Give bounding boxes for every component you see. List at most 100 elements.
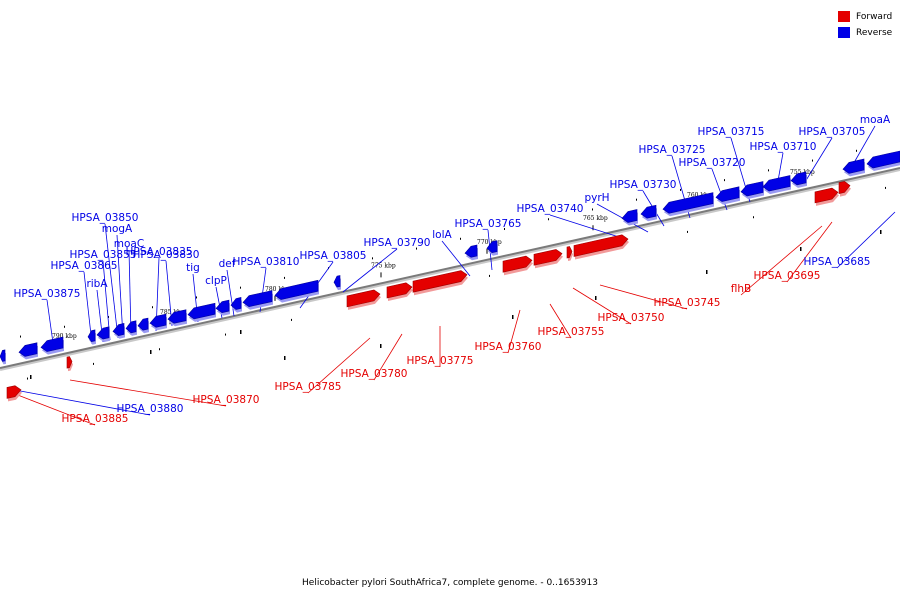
reverse-gene-label[interactable]: def — [219, 258, 236, 270]
reverse-gene-feature[interactable] — [230, 297, 242, 313]
forward-gene-label-leader — [599, 284, 688, 310]
reverse-gene-label[interactable]: HPSA_03830 — [133, 249, 200, 261]
reverse-gene-feature[interactable] — [640, 204, 657, 222]
reverse-gene-feature[interactable] — [486, 240, 498, 256]
track-dot — [460, 237, 461, 240]
reverse-gene-feature[interactable] — [790, 171, 807, 188]
track-dot — [680, 188, 681, 191]
reverse-gene-label[interactable]: tig — [186, 262, 200, 274]
forward-gene-feature[interactable] — [533, 249, 563, 269]
forward-gene-label[interactable]: HPSA_03870 — [193, 394, 260, 406]
reverse-gene-feature[interactable] — [40, 336, 64, 355]
forward-gene-label[interactable]: HPSA_03885 — [62, 413, 129, 425]
reverse-gene-label[interactable]: HPSA_03805 — [300, 250, 367, 262]
reverse-gene-feature[interactable] — [96, 326, 110, 343]
track-tick — [284, 356, 286, 360]
forward-gene-label[interactable]: HPSA_03750 — [598, 312, 665, 324]
reverse-gene-label[interactable]: HPSA_03685 — [804, 256, 871, 268]
reverse-gene-feature[interactable] — [842, 158, 865, 177]
gene-body — [215, 299, 230, 314]
reverse-gene-label[interactable]: HPSA_03705 — [799, 126, 866, 138]
track-tick — [240, 330, 242, 334]
reverse-gene-feature[interactable] — [125, 320, 137, 336]
reverse-gene-label[interactable]: mogA — [102, 223, 133, 235]
reverse-gene-label[interactable]: HPSA_03790 — [364, 237, 431, 249]
reverse-gene-label[interactable]: clpP — [205, 275, 227, 287]
reverse-gene-label[interactable]: HPSA_03835 — [126, 246, 193, 258]
reverse-gene-feature[interactable] — [0, 349, 6, 365]
forward-gene-label[interactable]: HPSA_03775 — [407, 355, 474, 367]
gene-features — [0, 150, 900, 402]
reverse-gene-label[interactable]: HPSA_03725 — [639, 144, 706, 156]
reverse-gene-feature[interactable] — [112, 323, 125, 339]
forward-gene-label-leader — [307, 337, 371, 394]
reverse-gene-feature[interactable] — [18, 342, 38, 360]
reverse-gene-label[interactable]: HPSA_03765 — [455, 218, 522, 230]
reverse-gene-label[interactable]: HPSA_03880 — [117, 403, 184, 415]
track-dot — [152, 306, 153, 309]
reverse-gene-label[interactable]: HPSA_03810 — [233, 256, 300, 268]
forward-gene-label[interactable]: flhB — [731, 283, 751, 295]
forward-gene-feature[interactable] — [566, 246, 573, 262]
forward-gene-label[interactable]: HPSA_03780 — [341, 368, 408, 380]
reverse-gene-feature[interactable] — [866, 150, 900, 171]
forward-swatch — [838, 11, 850, 22]
track-dot — [856, 149, 857, 152]
reverse-gene-label[interactable]: moaA — [860, 114, 891, 126]
reverse-gene-label[interactable]: HPSA_03855 — [70, 249, 137, 261]
legend-reverse[interactable]: Reverse — [838, 25, 892, 40]
forward-gene-feature[interactable] — [6, 385, 22, 402]
track-dot — [592, 208, 593, 211]
forward-gene-label[interactable]: HPSA_03755 — [538, 326, 605, 338]
forward-gene-label[interactable]: HPSA_03745 — [654, 297, 721, 309]
track-tick — [380, 344, 382, 348]
reverse-gene-label-leader — [104, 223, 119, 339]
reverse-gene-feature[interactable] — [464, 244, 478, 261]
forward-gene-label-leader — [572, 287, 632, 325]
track-dot — [284, 276, 285, 279]
reverse-gene-feature[interactable] — [87, 329, 96, 345]
reverse-gene-label[interactable]: HPSA_03740 — [517, 203, 584, 215]
reverse-gene-label[interactable]: ribA — [86, 278, 108, 290]
reverse-gene-feature[interactable] — [621, 209, 638, 226]
reverse-gene-label[interactable]: moaC — [114, 238, 144, 250]
forward-gene-feature[interactable] — [838, 181, 851, 197]
reverse-gene-label[interactable]: HPSA_03720 — [679, 157, 746, 169]
gene-body — [486, 240, 498, 254]
track-tick — [880, 230, 882, 234]
forward-gene-feature[interactable] — [573, 234, 629, 260]
forward-gene-feature[interactable] — [66, 356, 73, 372]
track-dot — [548, 218, 549, 221]
reverse-gene-feature[interactable] — [662, 192, 714, 217]
reverse-gene-feature[interactable] — [215, 299, 230, 316]
reverse-gene-label[interactable]: HPSA_03850 — [72, 212, 139, 224]
reverse-gene-label[interactable]: HPSA_03710 — [750, 141, 817, 153]
gene-body — [790, 171, 807, 186]
forward-gene-feature[interactable] — [346, 289, 381, 310]
reverse-gene-label[interactable]: pyrH — [584, 192, 609, 204]
forward-gene-label[interactable]: HPSA_03760 — [475, 341, 542, 353]
reverse-gene-label[interactable]: lolA — [432, 229, 452, 241]
reverse-gene-feature[interactable] — [149, 313, 167, 331]
forward-gene-feature[interactable] — [386, 282, 413, 301]
forward-gene-feature[interactable] — [814, 187, 839, 206]
reverse-gene-feature[interactable] — [242, 290, 273, 310]
gene-body — [662, 192, 714, 214]
forward-gene-feature[interactable] — [502, 255, 533, 276]
reverse-gene-feature[interactable] — [715, 186, 740, 205]
reverse-gene-label[interactable]: HPSA_03865 — [51, 260, 118, 272]
reverse-gene-feature[interactable] — [167, 309, 187, 327]
forward-gene-label-leader — [549, 303, 572, 339]
reverse-gene-feature[interactable] — [762, 175, 791, 195]
reverse-gene-label[interactable]: HPSA_03715 — [698, 126, 765, 138]
reverse-gene-feature[interactable] — [333, 275, 341, 291]
reverse-gene-label[interactable]: HPSA_03875 — [14, 288, 81, 300]
forward-gene-feature[interactable] — [412, 270, 468, 296]
reverse-gene-label[interactable]: HPSA_03730 — [610, 179, 677, 191]
legend-forward[interactable]: Forward — [838, 9, 892, 24]
reverse-gene-feature[interactable] — [137, 317, 149, 334]
reverse-gene-feature[interactable] — [187, 302, 216, 322]
forward-gene-label[interactable]: HPSA_03785 — [275, 381, 342, 393]
reverse-gene-feature[interactable] — [274, 279, 319, 303]
forward-gene-label[interactable]: HPSA_03695 — [754, 270, 821, 282]
